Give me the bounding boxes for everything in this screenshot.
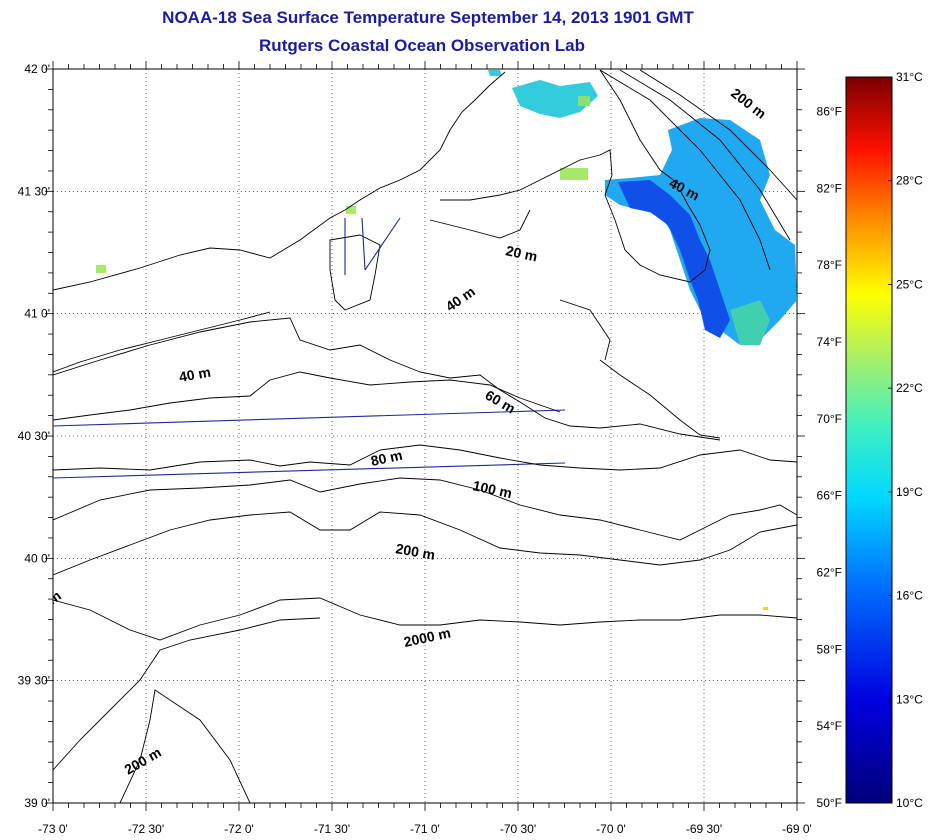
map-title: NOAA-18 Sea Surface Temperature Septembe… <box>162 8 694 27</box>
transect-line-1 <box>53 409 566 427</box>
latitude-tick-label: 39 0' <box>24 796 50 810</box>
colorbar-celsius-label: 28°C <box>896 174 923 188</box>
colorbar-fahrenheit-label: 70°F <box>817 412 842 426</box>
longitude-tick-label: -69 0' <box>782 822 812 836</box>
longitude-tick-label: -71 0' <box>410 822 440 836</box>
sst-patch-sound <box>346 206 356 214</box>
colorbar-celsius-labels: 31°C 28°C 25°C 22°C 19°C 16°C 13°C 10°C <box>888 70 923 810</box>
colorbar-celsius-label: 19°C <box>896 485 923 499</box>
transect-line-5 <box>364 217 401 271</box>
colorbar-celsius-label: 16°C <box>896 589 923 603</box>
longitude-labels: -73 0' -72 30' -72 0' -71 30' -71 0' -70 30' -… <box>38 822 812 836</box>
map-content: 200 m 40 m 20 m 40 m 40 m 60 m 80 m 100 … <box>45 69 797 803</box>
sst-patch-green <box>578 96 590 106</box>
coastline <box>53 69 721 439</box>
bathymetry-contours <box>53 69 797 803</box>
colorbar-celsius-label: 22°C <box>896 381 923 395</box>
contour-label-20m: 20 m <box>504 242 539 264</box>
colorbar-celsius-label: 25°C <box>896 277 923 291</box>
latitude-tick-label: 42 0' <box>24 62 50 76</box>
colorbar-gradient <box>845 76 893 804</box>
contour-label-40m-west: 40 m <box>178 364 212 385</box>
transect-line-4 <box>361 217 366 271</box>
colorbar-fahrenheit-label: 74°F <box>817 335 842 349</box>
latitude-tick-label: 40 0' <box>24 551 50 565</box>
longitude-tick-label: -71 30' <box>314 822 350 836</box>
sst-patch-cold-core <box>618 180 730 338</box>
colorbar-fahrenheit-label: 78°F <box>817 258 842 272</box>
longitude-tick-label: -70 30' <box>500 822 536 836</box>
colorbar-celsius-label: 10°C <box>896 796 923 810</box>
longitude-tick-label: -72 0' <box>224 822 254 836</box>
colorbar-fahrenheit-label: 54°F <box>817 719 842 733</box>
sst-patch-east <box>730 300 770 345</box>
longitude-tick-label: -70 0' <box>596 822 626 836</box>
latitude-tick-label: 41 0' <box>24 307 50 321</box>
transect-line-2 <box>53 462 566 479</box>
colorbar: 31°C 28°C 25°C 22°C 19°C 16°C 13°C 10°C 86°F 82°… <box>817 70 924 810</box>
axis-ticks <box>45 61 805 811</box>
contour-label-edge: m <box>45 587 64 607</box>
colorbar-fahrenheit-label: 86°F <box>817 105 842 119</box>
sst-patch-green-2 <box>560 168 588 180</box>
latitude-tick-label: 40 30' <box>18 429 50 443</box>
colorbar-celsius-label: 13°C <box>896 692 923 706</box>
sst-patch-west <box>96 265 106 273</box>
latitude-tick-label: 41 30' <box>18 184 50 198</box>
latitude-labels: 42 0' 41 30' 41 0' 40 30' 40 0' 39 30' 39 0' <box>18 62 50 810</box>
sst-patch-tiny <box>763 607 768 610</box>
sst-patch-north <box>512 80 598 118</box>
latitude-tick-label: 39 30' <box>18 674 50 688</box>
sst-patch-small <box>488 70 502 76</box>
longitude-tick-label: -69 30' <box>686 822 722 836</box>
longitude-tick-label: -73 0' <box>38 822 68 836</box>
colorbar-fahrenheit-label: 58°F <box>817 642 842 656</box>
colorbar-fahrenheit-label: 62°F <box>817 566 842 580</box>
sst-data-patches <box>96 70 797 610</box>
transect-lines <box>53 217 566 479</box>
colorbar-fahrenheit-label: 66°F <box>817 489 842 503</box>
contour-label-80m: 80 m <box>369 447 404 469</box>
colorbar-fahrenheit-label: 82°F <box>817 181 842 195</box>
map-subtitle: Rutgers Coastal Ocean Observation Lab <box>259 36 585 55</box>
contour-label-200m-mid: 200 m <box>394 540 436 563</box>
sst-patch-cape-cod <box>605 118 797 345</box>
colorbar-fahrenheit-label: 50°F <box>817 796 842 810</box>
longitude-tick-label: -72 30' <box>128 822 164 836</box>
colorbar-celsius-label: 31°C <box>896 70 923 84</box>
colorbar-fahrenheit-labels: 86°F 82°F 78°F 74°F 70°F 66°F 62°F 58°F 54°F 50°F <box>817 105 842 810</box>
